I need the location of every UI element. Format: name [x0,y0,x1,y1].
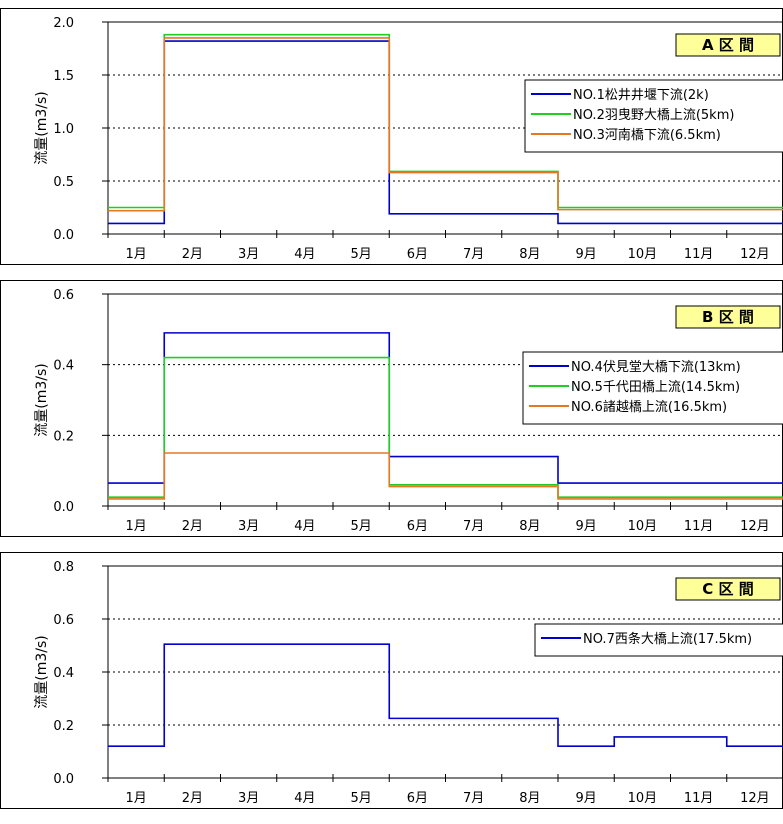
chart-c-ytick-label: 0.6 [53,613,74,628]
chart-b-section-label: B 区 間 [702,308,754,326]
chart-c-ytick-label: 0.2 [53,719,74,734]
chart-a-legend-label-1: NO.1松井井堰下流(2k) [573,88,709,103]
chart-b-xtick-label: 5月 [350,519,371,534]
chart-a-xtick-label: 3月 [238,247,259,262]
chart-b-xtick-label: 11月 [684,519,714,534]
chart-a-ytick-label: 2.0 [53,16,74,31]
chart-b-legend-box [522,351,783,425]
chart-b-xtick-label: 4月 [294,519,315,534]
chart-a-xtick-label: 1月 [125,247,146,262]
chart-b-xtick-label: 10月 [628,519,658,534]
chart-c-xtick-label: 3月 [238,791,259,806]
chart-b-svg: 0.0 0.2 0.4 0.6 流量(m3/s) 1月 2月 3月 4月 5月 6月 7月 8月 9月 10… [0,280,783,537]
chart-c-xtick-label: 2月 [182,791,203,806]
chart-b-series-line-3 [108,452,783,500]
chart-a-xtick-label: 12月 [740,247,770,262]
chart-b-xtick-label: 8月 [519,519,540,534]
chart-b-xtick-label: 2月 [182,519,203,534]
chart-a-xtick-label: 9月 [575,247,596,262]
chart-a-ytick-label: 1.0 [53,122,74,137]
chart-a-section-label: A 区 間 [702,36,754,54]
chart-b-xtick-label: 7月 [463,519,484,534]
chart-a-series-line-2 [108,33,783,209]
chart-b-xtick-label: 9月 [575,519,596,534]
chart-b-section-box [675,305,781,329]
chart-c-section-label: C 区 間 [702,580,753,598]
chart-b-series-line-2 [108,356,783,498]
chart-c-xtick-label: 7月 [463,791,484,806]
chart-a-section-box [675,33,781,57]
chart-a-xtick-label: 8月 [519,247,540,262]
chart-c-frame [0,552,783,809]
chart-c-ytick-label: 0.4 [53,666,74,681]
chart-c-legend-label-1: NO.7西条大橋上流(17.5km) [583,631,752,647]
chart-b-legend-label-3: NO.6諸越橋上流(16.5km) [571,399,727,415]
chart-a-xtick-label: 10月 [628,247,658,262]
chart-panel-b: 0.0 0.2 0.4 0.6 流量(m3/s) 1月 2月 3月 4月 5月 6月 7月 8月 9月 10… [0,280,783,548]
chart-b-ytick-label: 0.6 [53,288,74,303]
chart-b-legend-label-2: NO.5千代田橋上流(14.5km) [571,380,740,395]
chart-c-ytick-label: 0.8 [53,560,74,575]
chart-a-legend-box [524,79,783,153]
chart-panel-c: 0.0 0.2 0.4 0.6 0.8 流量(m3/s) 1月 2月 3月 4月 5月 6月 7月 8月 9… [0,552,783,820]
chart-a-xtick-label: 11月 [684,247,714,262]
chart-a-ytick-label: 1.5 [53,69,74,84]
chart-a-svg: 0.0 0.5 1.0 1.5 2.0 流量(m3/s) 1月 2月 3月 4月 5月 6月 7月 8月 9… [0,8,783,265]
chart-a-legend-label-3: NO.3河南橋下流(6.5km) [573,127,721,143]
chart-a-series-line-1 [108,40,783,225]
chart-a-ylabel: 流量(m3/s) [34,91,50,164]
chart-b-xtick-label: 3月 [238,519,259,534]
chart-a-series-line-3 [108,37,783,212]
chart-b-series-line-1 [108,332,783,484]
chart-a-xtick-label: 5月 [350,247,371,262]
chart-c-ytick-label: 0.0 [53,772,74,787]
chart-b-ytick-label: 0.2 [53,429,74,444]
chart-c-series-line-1 [108,643,783,747]
chart-a-xtick-label: 6月 [407,247,428,262]
chart-b-ylabel: 流量(m3/s) [34,363,50,436]
chart-panel-a: 0.0 0.5 1.0 1.5 2.0 流量(m3/s) 1月 2月 3月 4月 5月 6月 7月 8月 9… [0,8,783,276]
chart-b-xtick-label: 6月 [407,519,428,534]
chart-a-ytick-label: 0.5 [53,175,74,190]
chart-c-xtick-label: 11月 [684,791,714,806]
chart-c-xtick-label: 5月 [350,791,371,806]
chart-b-ytick-label: 0.0 [53,500,74,515]
chart-c-legend-box [534,623,783,657]
chart-b-xtick-label: 1月 [125,519,146,534]
chart-a-xtick-label: 7月 [463,247,484,262]
chart-b-xtick-label: 12月 [740,519,770,534]
chart-c-section-box [675,577,781,601]
chart-c-xtick-label: 9月 [575,791,596,806]
chart-b-legend-label-1: NO.4伏見堂大橋下流(13km) [571,360,741,375]
chart-c-xtick-label: 1月 [125,791,146,806]
chart-a-legend-label-2: NO.2羽曳野大橋上流(5km) [573,108,734,123]
chart-c-ylabel: 流量(m3/s) [34,635,50,708]
chart-c-xtick-label: 8月 [519,791,540,806]
chart-a-xtick-label: 2月 [182,247,203,262]
chart-c-xtick-label: 10月 [628,791,658,806]
chart-c-xtick-label: 12月 [740,791,770,806]
chart-c-svg: 0.0 0.2 0.4 0.6 0.8 流量(m3/s) 1月 2月 3月 4月 5月 6月 7月 8月 9… [0,552,783,809]
chart-a-ytick-label: 0.0 [53,228,74,243]
chart-c-xtick-label: 4月 [294,791,315,806]
chart-b-ytick-label: 0.4 [53,359,74,374]
chart-c-xtick-label: 6月 [407,791,428,806]
chart-a-xtick-label: 4月 [294,247,315,262]
